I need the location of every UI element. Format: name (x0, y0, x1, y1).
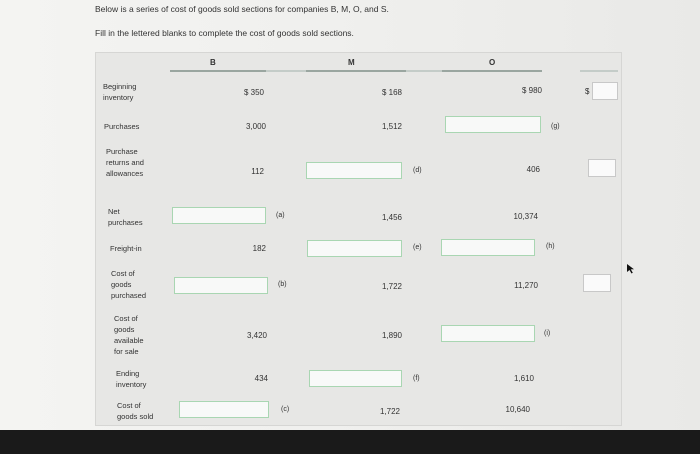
row-label-purchase-returns: Purchase returns and allowances (106, 147, 144, 178)
mouse-cursor-icon (627, 264, 634, 274)
m-freight-in-input[interactable] (307, 240, 402, 257)
bottom-bar (0, 430, 700, 454)
b-purchase-returns: 112 (251, 167, 264, 176)
s-purchase-returns-input[interactable] (588, 159, 616, 177)
m-cost-goods-purchased: 1,722 (381, 282, 402, 291)
letter-d: (d) (413, 167, 422, 174)
o-cost-goods-available-input[interactable] (441, 325, 535, 342)
m-net-purchases: 1,456 (381, 213, 402, 222)
header-b: B (210, 58, 216, 67)
intro-line-1: Below is a series of cost of goods sold … (95, 4, 389, 14)
o-ending-inventory: 1,610 (513, 374, 534, 383)
row-label-ending-inventory: Ending inventory (116, 369, 147, 389)
o-purchase-returns: 406 (526, 165, 540, 174)
header-line-b2 (266, 70, 306, 72)
header-line-b1 (170, 70, 266, 72)
letter-h: (h) (546, 243, 555, 250)
letter-f: (f) (413, 375, 420, 382)
m-beginning-inventory: $ 168 (381, 88, 402, 97)
row-label-beginning-inventory: Beginning inventory (103, 82, 137, 102)
header-line-m1 (306, 70, 406, 72)
letter-g: (g) (551, 123, 560, 130)
m-cost-goods-sold: 1,722 (379, 407, 400, 416)
header-line-s (580, 70, 618, 72)
row-label-cost-goods-purchased: Cost of goods purchased (111, 269, 147, 300)
header-line-o1 (442, 70, 542, 72)
o-net-purchases: 10,374 (513, 212, 538, 221)
header-m: M (348, 58, 355, 67)
s-beginning-inventory-input[interactable] (592, 82, 618, 100)
b-cost-goods-available: 3,420 (246, 331, 267, 340)
header-line-m2 (406, 70, 442, 72)
b-ending-inventory: 434 (254, 374, 268, 383)
o-purchases-input[interactable] (445, 116, 541, 133)
row-label-net-purchases: Net purchases (108, 207, 143, 227)
m-purchase-returns-input[interactable] (306, 162, 402, 179)
header-o: O (489, 58, 496, 67)
b-net-purchases-input[interactable] (172, 207, 266, 224)
letter-b: (b) (278, 281, 287, 288)
b-purchases: 3,000 (245, 122, 266, 131)
letter-a: (a) (276, 212, 285, 219)
o-cost-goods-purchased: 11,270 (514, 281, 538, 290)
m-cost-goods-available: 1,890 (381, 331, 402, 340)
o-beginning-inventory: $ 980 (521, 86, 542, 95)
b-cost-goods-purchased-input[interactable] (174, 277, 268, 294)
s-dollar-sign: $ (585, 87, 590, 96)
row-label-freight-in: Freight-in (110, 244, 142, 253)
letter-e: (e) (413, 244, 422, 251)
letter-i: (i) (544, 330, 551, 337)
row-label-cost-goods-sold: Cost of goods sold (117, 401, 154, 421)
b-cost-goods-sold-input[interactable] (179, 401, 269, 418)
o-cost-goods-sold: 10,640 (505, 405, 530, 414)
letter-c: (c) (281, 406, 290, 413)
b-beginning-inventory: $ 350 (243, 88, 264, 97)
b-freight-in: 182 (252, 244, 266, 253)
m-purchases: 1,512 (381, 122, 402, 131)
o-freight-in-input[interactable] (441, 239, 535, 256)
row-label-purchases: Purchases (104, 122, 140, 131)
s-cost-goods-purchased-input[interactable] (583, 274, 611, 292)
intro-line-2: Fill in the lettered blanks to complete … (95, 28, 354, 38)
m-ending-inventory-input[interactable] (309, 370, 402, 387)
row-label-cost-goods-available: Cost of goods available for sale (114, 314, 144, 356)
